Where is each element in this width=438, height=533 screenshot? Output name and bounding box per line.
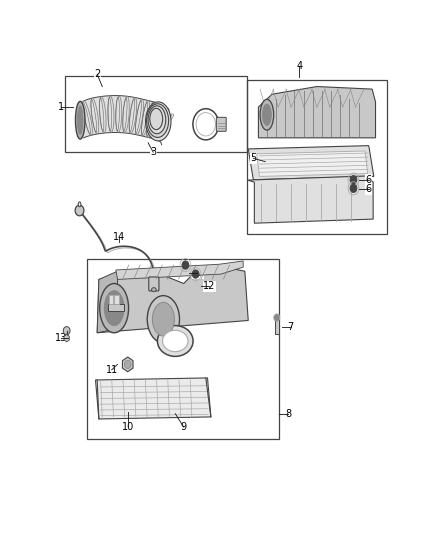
Circle shape: [124, 360, 131, 368]
Bar: [114, 295, 119, 304]
Polygon shape: [258, 86, 375, 138]
Text: 12: 12: [191, 268, 204, 278]
Text: 14: 14: [113, 232, 125, 242]
Circle shape: [274, 314, 280, 321]
Text: 13: 13: [55, 333, 67, 343]
Text: 5: 5: [250, 154, 257, 163]
Text: 7: 7: [287, 321, 294, 332]
Ellipse shape: [157, 326, 193, 357]
Ellipse shape: [152, 288, 156, 292]
FancyBboxPatch shape: [149, 277, 159, 291]
Bar: [65, 76, 247, 152]
Text: 10: 10: [122, 422, 134, 432]
Polygon shape: [247, 176, 373, 223]
Ellipse shape: [78, 202, 81, 207]
Text: 3: 3: [150, 147, 156, 157]
Circle shape: [192, 270, 199, 278]
Polygon shape: [97, 267, 248, 333]
Polygon shape: [257, 151, 368, 176]
Polygon shape: [95, 378, 211, 419]
Polygon shape: [84, 95, 162, 145]
Ellipse shape: [150, 108, 162, 130]
Ellipse shape: [152, 302, 174, 336]
FancyBboxPatch shape: [216, 117, 226, 131]
Text: 1: 1: [58, 102, 64, 112]
Text: 4: 4: [296, 61, 302, 71]
Bar: [275, 318, 279, 334]
Bar: [108, 304, 124, 311]
Bar: [87, 259, 279, 440]
Text: 6: 6: [366, 175, 372, 185]
Circle shape: [75, 205, 84, 216]
Ellipse shape: [78, 106, 83, 134]
Bar: [110, 295, 113, 304]
Polygon shape: [97, 271, 117, 333]
Text: 6: 6: [366, 184, 372, 194]
Circle shape: [350, 184, 357, 192]
Text: 2: 2: [94, 69, 100, 79]
Ellipse shape: [147, 296, 180, 343]
Ellipse shape: [145, 102, 171, 141]
Text: 8: 8: [285, 409, 291, 418]
Ellipse shape: [260, 99, 274, 130]
Ellipse shape: [100, 284, 129, 333]
Text: 12: 12: [203, 281, 215, 292]
Ellipse shape: [75, 101, 85, 139]
Polygon shape: [116, 261, 243, 279]
Text: 9: 9: [181, 422, 187, 432]
Ellipse shape: [147, 104, 169, 138]
Ellipse shape: [162, 330, 188, 352]
Ellipse shape: [262, 104, 271, 125]
Circle shape: [63, 327, 70, 335]
Circle shape: [182, 261, 189, 269]
Text: 11: 11: [106, 365, 118, 375]
Ellipse shape: [104, 290, 124, 326]
Circle shape: [350, 175, 357, 184]
Bar: [247, 80, 387, 235]
Polygon shape: [248, 146, 374, 180]
Ellipse shape: [148, 106, 166, 134]
